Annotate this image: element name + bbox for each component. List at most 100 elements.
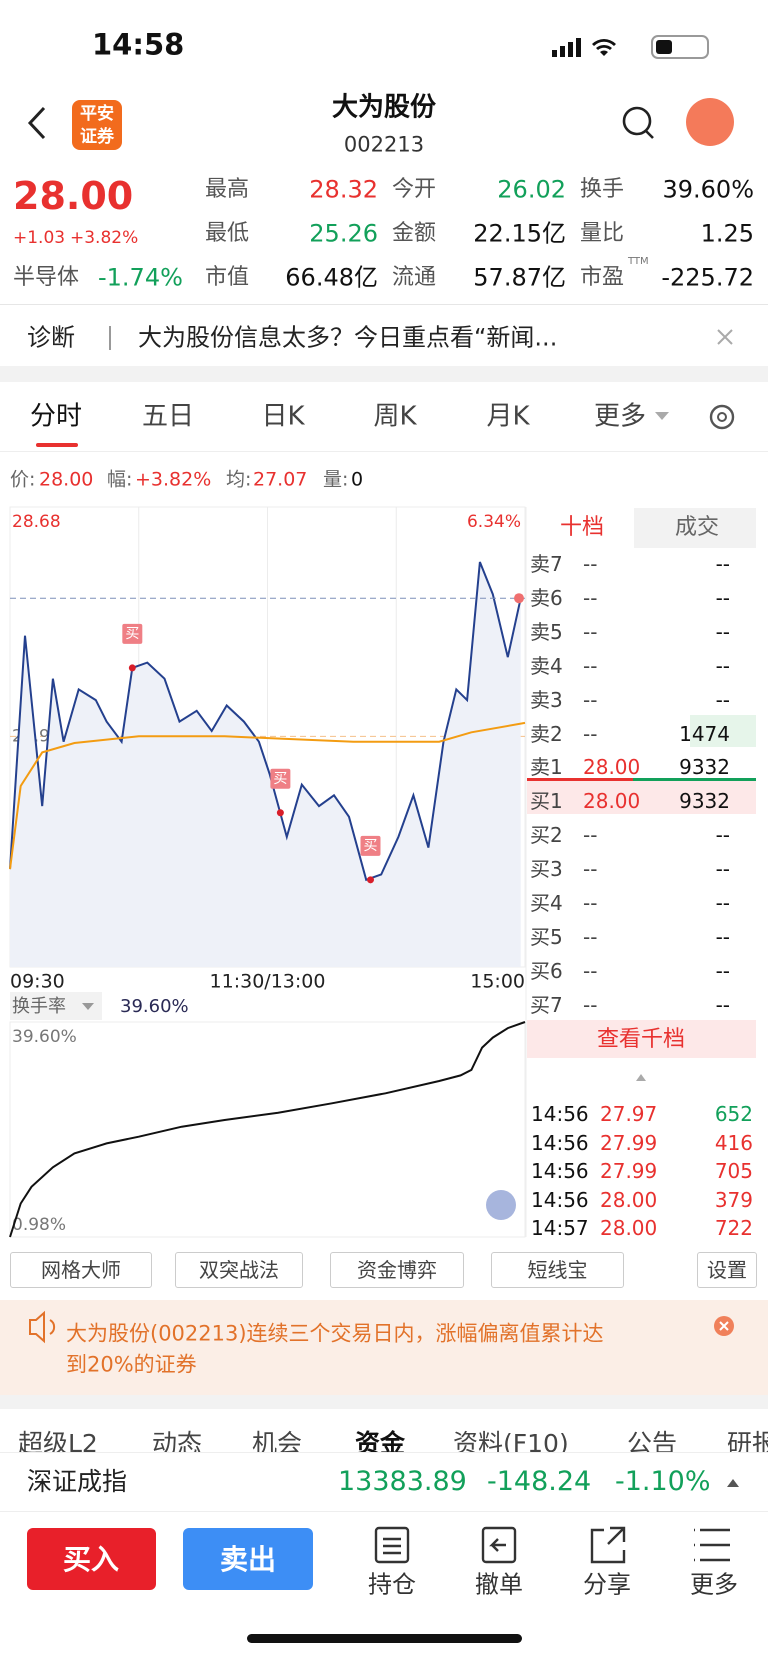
toolbar-icons — [374, 1526, 730, 1564]
book-tab[interactable]: 成交 — [674, 514, 720, 540]
reference-dot — [514, 593, 524, 604]
book-price: 28.00 — [583, 755, 641, 780]
trade-badge-label: 买 — [273, 771, 287, 787]
alert-bg — [0, 1300, 768, 1395]
trade-volume: 652 — [714, 1102, 753, 1126]
action-label: 更多 — [690, 1570, 738, 1599]
book-label: 买3 — [530, 857, 563, 882]
trade-volume: 705 — [714, 1159, 753, 1184]
trade-badge — [360, 835, 381, 856]
stat-label: 最高 — [205, 176, 250, 202]
collapse-arrow[interactable] — [636, 1074, 646, 1081]
stock-code: 002213 — [343, 132, 425, 157]
book-volume: -- — [715, 687, 730, 712]
stat-value: 26.02 — [497, 175, 566, 204]
info-value: 28.00 — [39, 468, 94, 491]
trade-badge-label: 买 — [125, 626, 139, 642]
stat-value: -225.72 — [661, 263, 754, 292]
ttm: TTM — [628, 256, 649, 267]
dropdown-arrow — [82, 1003, 94, 1010]
tab[interactable]: 五日 — [141, 401, 195, 432]
sector-pct: -1.74% — [98, 263, 183, 292]
buy-button[interactable] — [27, 1528, 156, 1590]
stat-label: 今开 — [392, 176, 437, 202]
info-label: 均: — [226, 468, 252, 491]
tool-button[interactable] — [697, 1252, 757, 1288]
stat-value: 39.60% — [662, 175, 754, 204]
index-name: 深证成指 — [27, 1467, 128, 1496]
trade-volume: 379 — [714, 1187, 753, 1212]
book-price: -- — [583, 721, 598, 746]
info-label: 量: — [323, 468, 349, 491]
tool-button[interactable] — [175, 1252, 303, 1288]
stat-value: 57.87亿 — [473, 263, 566, 292]
tab-indicator — [36, 443, 78, 447]
book-volume: -- — [715, 924, 730, 949]
book-label: 卖5 — [530, 619, 563, 644]
fullscreen-button[interactable] — [486, 1190, 516, 1220]
book-volume: -- — [715, 857, 730, 882]
tool-button[interactable] — [10, 1252, 152, 1288]
x-tick-label: 09:30 — [10, 971, 65, 993]
tab[interactable]: 周K — [373, 401, 417, 432]
panel-label: 换手率 — [12, 996, 66, 1017]
book-tab[interactable]: 十档 — [559, 514, 605, 540]
change-pct: +3.82% — [70, 227, 139, 248]
stat-value: 28.32 — [309, 175, 378, 204]
tab[interactable]: 更多 — [593, 401, 647, 432]
close-mark — [719, 1321, 729, 1331]
close-news[interactable] — [717, 329, 733, 345]
price: 28.00 — [13, 174, 134, 219]
tool-label: 网格大师 — [41, 1258, 121, 1282]
home-indicator — [247, 1634, 522, 1643]
back-button[interactable] — [27, 106, 46, 140]
news-tag: 诊断 — [27, 323, 75, 352]
y2-tick-label: 6.34% — [467, 512, 521, 532]
stat-label: 流通 — [392, 264, 437, 290]
book-price: -- — [583, 687, 598, 712]
book-price: -- — [583, 552, 598, 576]
x-tick-label: 11:30/13:00 — [210, 971, 326, 993]
avatar[interactable] — [686, 98, 734, 146]
book-price: 28.00 — [583, 789, 641, 814]
change: +1.03 — [13, 227, 66, 248]
sell-button[interactable] — [183, 1528, 313, 1590]
sell-label: 卖出 — [219, 1543, 277, 1577]
alert-text: 到20%的证券 — [66, 1352, 197, 1377]
index-value: 13383.89 — [338, 1465, 467, 1497]
book-volume: 1474 — [679, 721, 730, 746]
trade-time: 14:56 — [531, 1102, 589, 1126]
trade-dot — [276, 809, 284, 817]
settings-button[interactable] — [709, 404, 735, 430]
trade-time: 14:56 — [531, 1159, 589, 1184]
dropdown-arrow — [655, 412, 669, 420]
spacer — [84, 1196, 90, 1207]
book-volume: -- — [715, 619, 730, 644]
trade-badge — [270, 768, 291, 789]
news-text: 大为股份信息太多？今日重点看“新闻... — [138, 323, 558, 352]
trade-dot — [367, 876, 374, 884]
battery-icon — [651, 35, 709, 59]
trade-volume: 416 — [714, 1130, 753, 1155]
trade-badge-label: 买 — [364, 838, 378, 854]
index-pct: -1.10% — [615, 1465, 711, 1497]
book-price: -- — [583, 585, 598, 610]
tool-button[interactable] — [330, 1252, 464, 1288]
search-button[interactable] — [622, 106, 652, 136]
stat-label: 市值 — [205, 264, 250, 290]
logo-text: 平安 — [80, 103, 114, 124]
gap — [0, 1395, 768, 1409]
more-button[interactable] — [527, 1020, 756, 1058]
action-label: 分享 — [583, 1570, 631, 1599]
book-volume: -- — [715, 891, 730, 915]
book-label: 卖7 — [530, 552, 563, 576]
series-line — [9, 561, 522, 882]
tab[interactable]: 分时 — [29, 401, 83, 432]
tab[interactable]: 月K — [486, 401, 530, 432]
book-volume: -- — [715, 958, 730, 983]
book-price: -- — [583, 891, 598, 915]
tab[interactable]: 日K — [261, 401, 305, 432]
info-value: 27.07 — [253, 468, 308, 491]
logo-text: 证券 — [80, 126, 114, 147]
tool-button[interactable] — [491, 1252, 624, 1288]
